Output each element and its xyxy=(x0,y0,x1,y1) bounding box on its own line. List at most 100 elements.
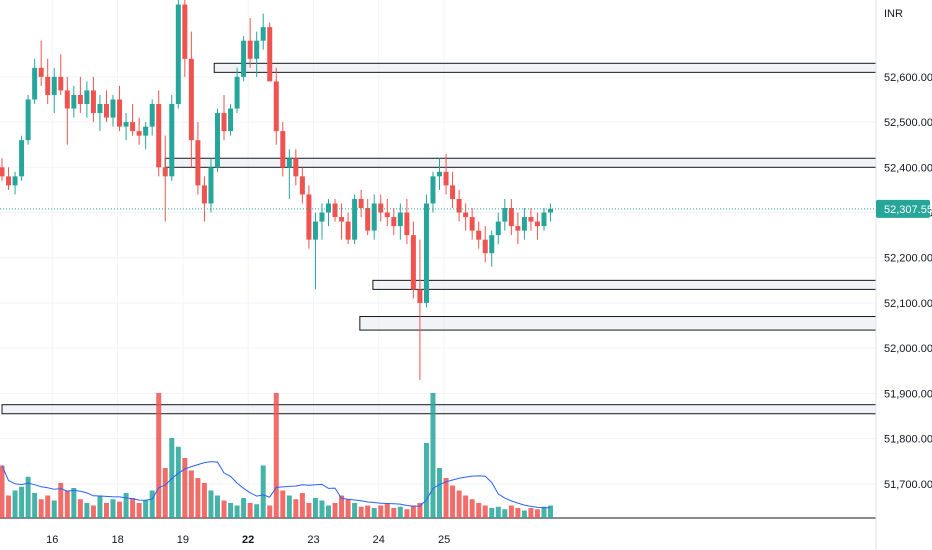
volume-bar xyxy=(143,500,149,518)
candle-body xyxy=(38,67,44,77)
volume-bar xyxy=(51,500,57,518)
candle-body xyxy=(149,104,155,127)
candle-body xyxy=(130,122,136,132)
candle-body xyxy=(110,99,116,118)
candle-body xyxy=(254,40,260,59)
volume-bar xyxy=(77,499,83,518)
candle-body xyxy=(476,230,482,240)
volume-ma-line xyxy=(1,461,551,509)
volume-bar xyxy=(293,499,299,518)
volume-bar xyxy=(378,505,384,518)
y-tick-label: 52,000.00 xyxy=(884,343,932,355)
y-tick-label: 52,200.00 xyxy=(884,253,932,265)
candle-body xyxy=(19,140,25,177)
volume-bar xyxy=(267,505,273,518)
candle-body xyxy=(384,212,390,218)
volume-bar xyxy=(312,498,318,518)
volume-bar xyxy=(136,503,142,518)
candle-body xyxy=(495,221,501,236)
volume-bar xyxy=(110,499,116,518)
candle-body xyxy=(71,94,77,109)
candle-body xyxy=(417,289,423,303)
candle-body xyxy=(64,90,70,109)
candle-body xyxy=(528,217,534,222)
candle-body xyxy=(469,217,475,231)
volume-bar xyxy=(515,508,521,518)
grid xyxy=(0,0,876,520)
candle-body xyxy=(293,158,299,177)
candle-body xyxy=(534,221,540,227)
candle-body xyxy=(404,212,410,236)
volume-bar xyxy=(0,465,5,518)
volume-bar xyxy=(90,505,96,518)
candle-body xyxy=(423,203,429,303)
volume-bar xyxy=(391,508,397,518)
candle-body xyxy=(365,208,371,231)
volume-bar xyxy=(456,490,462,518)
zone-box xyxy=(372,279,877,290)
volume-bar xyxy=(234,505,240,518)
candle-body xyxy=(84,90,90,104)
volume-bar xyxy=(12,490,18,518)
candle-body xyxy=(319,212,325,222)
x-tick-label: 24 xyxy=(373,534,385,546)
volume-bar xyxy=(502,509,508,518)
candle-body xyxy=(482,239,488,254)
candle-body xyxy=(299,176,305,195)
price-axis[interactable]: INR52,600.0052,500.0052,400.0052,300.005… xyxy=(875,0,932,550)
candle-body xyxy=(443,171,449,186)
candle-body xyxy=(312,221,318,240)
candle-body xyxy=(175,4,181,105)
time-axis[interactable]: 16 18 19 22 23 24 25 xyxy=(46,534,450,546)
candle-body xyxy=(51,76,57,95)
volume-bar xyxy=(19,486,25,518)
volume-bar xyxy=(175,446,181,518)
volume-bar xyxy=(228,503,234,518)
candle-body xyxy=(221,113,227,132)
volume-bar xyxy=(404,509,410,518)
candle-body xyxy=(136,131,142,136)
candle-body xyxy=(437,171,443,177)
candle-body xyxy=(97,104,103,114)
volume-bar xyxy=(541,506,547,518)
candle-body xyxy=(430,176,436,204)
candle-body xyxy=(143,126,149,136)
y-tick-label: 51,900.00 xyxy=(884,388,932,400)
zone-box xyxy=(359,316,877,331)
volume-bar xyxy=(521,510,527,518)
volume-bar xyxy=(443,478,449,518)
candle-body xyxy=(241,40,247,77)
candle-body xyxy=(548,208,554,213)
candle-body xyxy=(502,208,508,222)
volume-bar xyxy=(397,506,403,518)
volume-bar xyxy=(280,490,286,518)
candle-body xyxy=(0,167,5,177)
volume-bar xyxy=(214,495,220,518)
volume-bar xyxy=(6,495,12,518)
volume-bar xyxy=(548,505,554,518)
x-tick-label: 19 xyxy=(177,534,189,546)
volume-bar xyxy=(241,498,247,518)
candle-body xyxy=(103,104,109,118)
volume-bar xyxy=(423,443,429,518)
volume-bar xyxy=(58,483,64,518)
volume-bar xyxy=(352,503,358,518)
volume-bar xyxy=(495,506,501,518)
candle-body xyxy=(234,76,240,109)
candle-body xyxy=(32,67,38,100)
volume-bar xyxy=(221,500,227,518)
candle-body xyxy=(280,131,286,168)
volume-bar xyxy=(482,505,488,518)
candle-body xyxy=(6,176,12,186)
volume-bar xyxy=(64,490,70,518)
volume-bar xyxy=(254,504,260,518)
candle-body xyxy=(267,27,273,82)
candle-body xyxy=(228,108,234,132)
volume-bar xyxy=(476,503,482,518)
candle-body xyxy=(90,90,96,114)
candle-body xyxy=(397,212,403,227)
candle-body xyxy=(188,58,194,141)
candle-body xyxy=(162,167,168,177)
